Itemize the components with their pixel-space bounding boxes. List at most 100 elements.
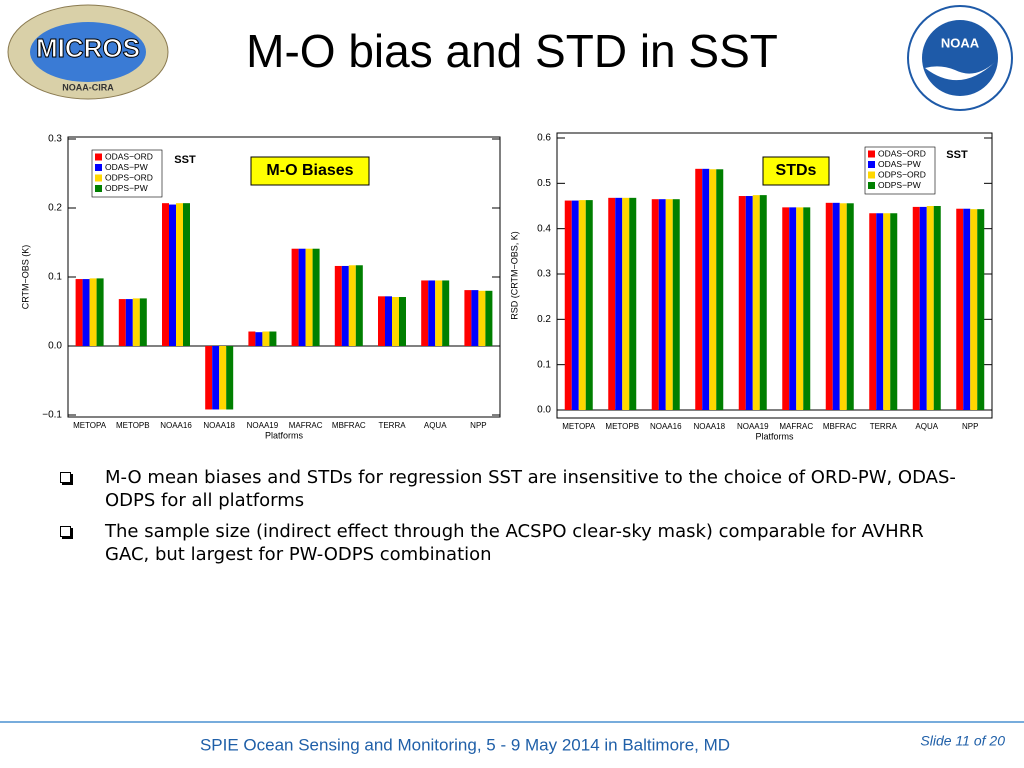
x-tick-label: NOAA16 [650, 422, 682, 431]
y-tick-label: 0.0 [537, 405, 551, 416]
bar [248, 331, 256, 346]
bar [933, 206, 941, 410]
legend-swatch [95, 185, 102, 192]
x-tick-label: TERRA [870, 422, 898, 431]
bar [132, 298, 140, 346]
noaa-text: NOAA [941, 35, 980, 50]
bar [665, 199, 673, 410]
y-axis-label: CRTM−OBS (K) [20, 245, 30, 310]
bar [578, 200, 586, 410]
legend-swatch [95, 164, 102, 171]
bar [869, 213, 877, 410]
legend-label: ODPS−PW [105, 183, 148, 193]
x-tick-label: NPP [962, 422, 978, 431]
x-tick-label: TERRA [378, 421, 406, 430]
bar [355, 265, 363, 346]
y-tick-label: 0.1 [48, 272, 62, 283]
bullet: M-O mean biases and STDs for regression … [60, 466, 970, 512]
bar [341, 265, 349, 346]
annotation: STDs [776, 162, 817, 179]
legend-label: ODPS−PW [878, 180, 921, 190]
x-tick-label: METOPA [73, 421, 107, 430]
bar [348, 265, 356, 346]
legend-label: ODPS−ORD [105, 172, 153, 182]
bar [305, 248, 313, 346]
bar [255, 332, 263, 346]
legend-swatch [868, 171, 875, 179]
legend-swatch [868, 150, 875, 158]
bar [963, 208, 971, 410]
x-tick-label: METOPA [562, 422, 596, 431]
legend-swatch [95, 153, 102, 161]
bar [919, 206, 927, 410]
bar [139, 298, 147, 346]
bar [471, 290, 479, 346]
bar [118, 299, 126, 346]
legend-box [864, 146, 936, 195]
bar [334, 265, 342, 346]
micros-globe [30, 22, 146, 82]
x-tick-label: NOAA19 [247, 421, 279, 430]
bar [212, 346, 220, 410]
x-tick-label: NOAA16 [160, 421, 192, 430]
bar [796, 207, 804, 410]
noaa-logo [922, 20, 998, 96]
bar [672, 199, 680, 410]
x-tick-label: METOPB [605, 422, 639, 431]
y-tick-label: 0.0 [48, 341, 62, 352]
bar [752, 195, 760, 410]
bar [832, 202, 840, 410]
bar [782, 207, 790, 410]
noaa-bird [925, 62, 995, 81]
bar [651, 199, 659, 410]
slide-number: Slide 11 of 20 [920, 733, 1005, 749]
y-axis-label: RSD (CRTM−OBS, K) [509, 231, 519, 320]
bar [96, 278, 104, 346]
y-tick-label: 0.3 [48, 134, 62, 145]
bar [716, 169, 724, 410]
bar [219, 346, 227, 410]
bar [695, 168, 703, 410]
x-tick-label: MBFRAC [823, 422, 857, 431]
bar [312, 248, 320, 346]
bar [262, 331, 270, 346]
footer-text: SPIE Ocean Sensing and Monitoring, 5 - 9… [200, 735, 730, 754]
bar [745, 196, 753, 410]
x-axis-label: Platforms [265, 430, 304, 440]
x-tick-label: AQUA [424, 421, 447, 430]
bar [702, 168, 710, 410]
y-tick-label: 0.3 [537, 269, 551, 280]
y-tick-label: 0.1 [537, 359, 551, 370]
x-tick-label: MAFRAC [289, 421, 323, 430]
legend-label: ODAS−ORD [878, 148, 926, 158]
bar [378, 296, 385, 346]
bar [912, 206, 920, 410]
plot-frame [556, 132, 993, 419]
legend-label: ODAS−ORD [105, 151, 153, 161]
micros-text: MICROS [36, 33, 140, 63]
x-tick-label: NOAA18 [693, 422, 725, 431]
bar [385, 296, 392, 346]
bar [789, 207, 797, 410]
bar [82, 279, 90, 346]
bar [485, 290, 493, 346]
bar [571, 200, 579, 410]
slide-title: M-O bias and STD in SST [246, 25, 778, 77]
bar [846, 203, 854, 410]
bar [883, 213, 891, 410]
bar [926, 206, 934, 410]
bullet: The sample size (indirect effect through… [60, 520, 970, 566]
bar [658, 199, 666, 410]
x-tick-label: MAFRAC [779, 422, 813, 431]
x-tick-label: NPP [470, 421, 486, 430]
bar [478, 290, 486, 346]
bar [162, 203, 169, 346]
bar [176, 203, 183, 346]
bar [585, 200, 593, 410]
legend-label: ODAS−PW [105, 162, 148, 172]
bar [125, 299, 133, 346]
x-tick-label: AQUA [915, 422, 938, 431]
y-tick-label: 0.5 [537, 178, 551, 189]
